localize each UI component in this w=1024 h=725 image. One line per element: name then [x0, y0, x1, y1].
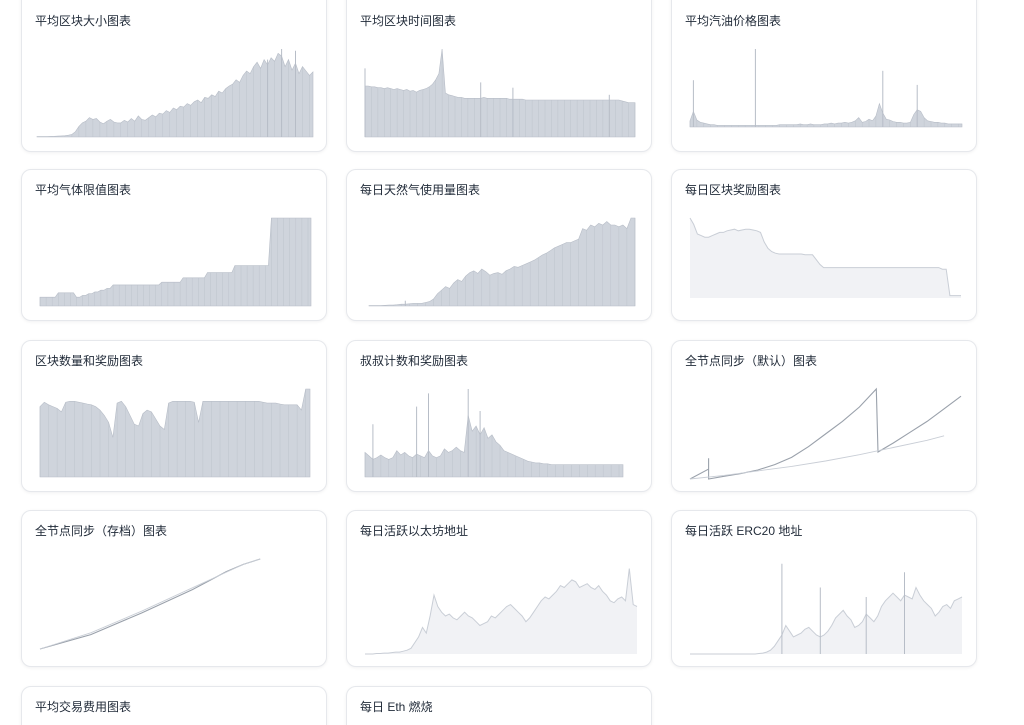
series-line — [689, 387, 962, 480]
chart-card[interactable]: 每日活跃以太坊地址 — [346, 510, 652, 667]
chart-plot — [39, 217, 312, 307]
series-line — [689, 217, 961, 297]
series-area — [39, 217, 312, 307]
chart-plot — [365, 568, 638, 655]
chart-title: 每日 Eth 燃烧 — [360, 700, 433, 714]
chart-card[interactable]: 平均交易费用图表 — [21, 686, 327, 725]
chart-plot — [39, 558, 261, 650]
chart-card[interactable]: 全节点同步（存档）图表 — [21, 510, 327, 667]
series-area — [368, 217, 636, 307]
series-line — [39, 558, 261, 650]
series-fill — [690, 587, 962, 654]
chart-card[interactable]: 叔叔计数和奖励图表 — [346, 340, 652, 492]
chart-plot — [689, 49, 963, 128]
chart-title: 每日区块奖励图表 — [685, 183, 782, 197]
chart-plot — [364, 48, 636, 138]
series-line — [365, 568, 638, 655]
series-fill — [365, 568, 637, 654]
chart-title: 区块数量和奖励图表 — [35, 354, 144, 368]
chart-plot — [39, 388, 311, 478]
chart-plot — [689, 217, 961, 298]
chart-title: 平均区块时间图表 — [360, 14, 457, 28]
chart-card[interactable]: 每日天然气使用量图表 — [346, 169, 652, 321]
chart-title: 平均气体限值图表 — [35, 183, 132, 197]
series-area — [36, 52, 314, 138]
chart-card[interactable]: 平均气体限值图表 — [21, 169, 327, 321]
chart-title: 每日天然气使用量图表 — [360, 183, 481, 197]
chart-title: 平均区块大小图表 — [35, 14, 132, 28]
series-area — [39, 388, 311, 478]
chart-plot — [36, 49, 314, 138]
chart-title: 每日活跃以太坊地址 — [360, 524, 469, 538]
chart-card[interactable]: 全节点同步（默认）图表 — [671, 340, 977, 492]
series-fill — [690, 218, 961, 298]
chart-plot — [368, 217, 636, 307]
chart-plot — [364, 389, 624, 478]
series-line — [690, 586, 963, 655]
series-area — [364, 415, 624, 478]
chart-plot — [689, 387, 962, 480]
series-area — [364, 48, 636, 138]
series-area — [689, 102, 963, 128]
chart-plot — [690, 563, 963, 655]
chart-card[interactable]: 每日 Eth 燃烧 — [346, 686, 652, 725]
series-line — [39, 558, 261, 650]
series-line — [689, 435, 945, 480]
chart-title: 每日活跃 ERC20 地址 — [685, 524, 803, 538]
chart-card[interactable]: 平均区块大小图表 — [21, 0, 327, 152]
chart-card[interactable]: 平均汽油价格图表 — [671, 0, 977, 152]
chart-title: 叔叔计数和奖励图表 — [360, 354, 469, 368]
chart-title: 平均交易费用图表 — [35, 700, 132, 714]
chart-card[interactable]: 平均区块时间图表 — [346, 0, 652, 152]
chart-title: 平均汽油价格图表 — [685, 14, 782, 28]
chart-title: 全节点同步（存档）图表 — [35, 524, 168, 538]
chart-card[interactable]: 每日区块奖励图表 — [671, 169, 977, 321]
chart-card[interactable]: 每日活跃 ERC20 地址 — [671, 510, 977, 667]
chart-title: 全节点同步（默认）图表 — [685, 354, 818, 368]
chart-card[interactable]: 区块数量和奖励图表 — [21, 340, 327, 492]
chart-plot — [22, 687, 327, 725]
chart-plot — [347, 687, 652, 725]
